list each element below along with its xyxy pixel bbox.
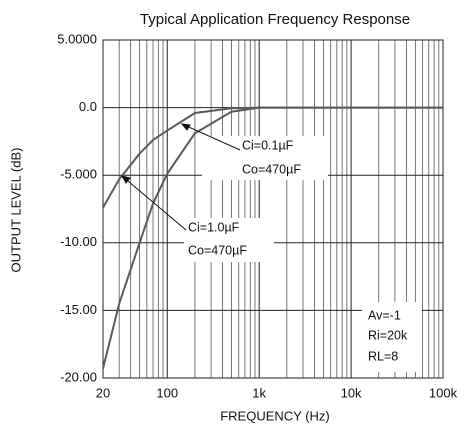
annotation: Co=470µF — [242, 162, 301, 176]
annotation: Av=-1 — [368, 308, 401, 322]
arrows — [120, 123, 241, 231]
annotation: RL=8 — [368, 349, 398, 363]
annotation: Ci=0.1µF — [242, 138, 294, 152]
annotation: Co=470µF — [188, 243, 247, 257]
x-tick-label: 10k — [341, 385, 362, 400]
x-tick-label: 100 — [156, 385, 178, 400]
x-tick-label: 1k — [252, 385, 266, 400]
annotation: Ri=20k — [368, 328, 408, 342]
y-tick-label: -5.000 — [60, 167, 97, 182]
x-tick-label: 20 — [96, 385, 110, 400]
y-tick-label: 5.0000 — [57, 31, 97, 46]
annotation-bg — [362, 302, 422, 372]
x-tick-label: 100k — [429, 385, 458, 400]
x-axis-label: FREQUENCY (Hz) — [220, 408, 330, 423]
line-series — [102, 106, 443, 369]
y-tick-label: -15.00 — [60, 302, 97, 317]
annotation-bg — [184, 218, 274, 262]
chart-title: Typical Application Frequency Response — [140, 11, 410, 28]
y-tick-label: 0.0 — [79, 99, 97, 114]
annotation: Ci=1.0µF — [188, 220, 240, 234]
y-axis-label: OUTPUT LEVEL (dB) — [8, 148, 23, 273]
annotation-bg — [202, 136, 328, 180]
y-tick-label: -10.00 — [60, 234, 97, 249]
y-tick-label: -20.00 — [60, 369, 97, 384]
